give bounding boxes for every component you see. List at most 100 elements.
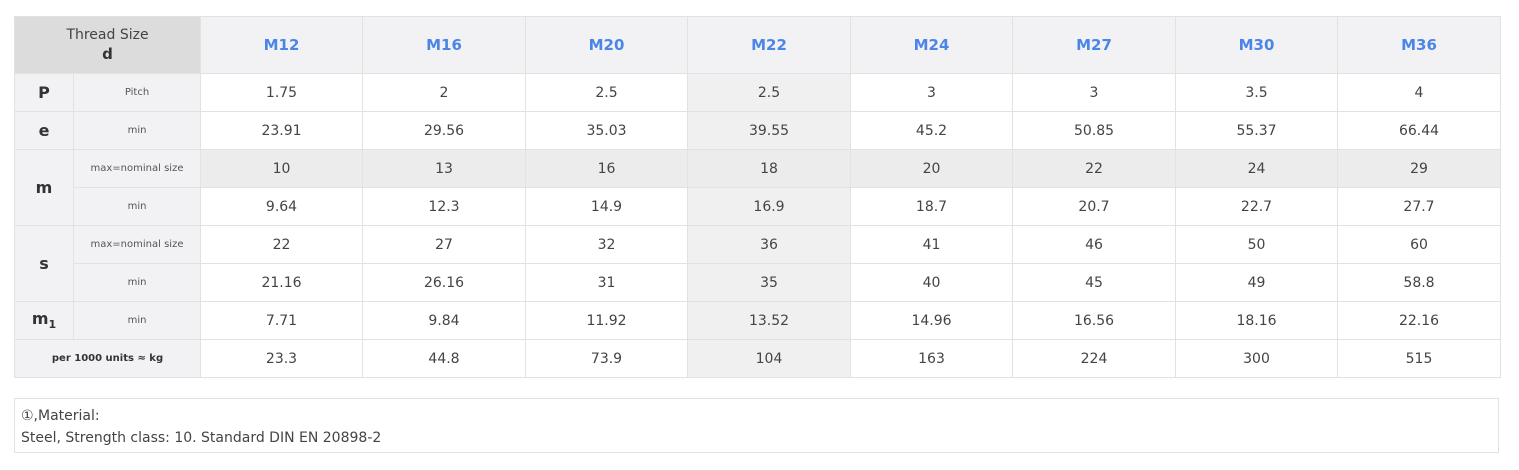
- table-cell: 9.84: [362, 301, 527, 340]
- table-cell: 22.16: [1337, 301, 1502, 340]
- table-cell: 29: [1337, 149, 1502, 188]
- table-cell: 300: [1175, 339, 1339, 378]
- table-cell: 14.96: [850, 301, 1014, 340]
- table-cell: 9.64: [200, 187, 364, 226]
- size-header-m36: M36: [1337, 16, 1502, 74]
- table-cell: 55.37: [1175, 111, 1339, 150]
- table-cell: 45: [1012, 263, 1177, 302]
- table-cell: 27.7: [1337, 187, 1502, 226]
- table-cell: 2: [362, 73, 527, 112]
- table-cell: 22.7: [1175, 187, 1339, 226]
- row-symbol: s: [14, 225, 74, 302]
- material-note-title: ①,Material:: [21, 408, 100, 424]
- header-row: Thread Size d M12 M16 M20 M22 M24 M27 M3…: [13, 16, 1502, 74]
- table-cell: 3: [850, 73, 1014, 112]
- row-symbol-letter: m: [31, 309, 49, 329]
- table-cell: 104: [687, 339, 852, 378]
- table-cell: 3: [1012, 73, 1177, 112]
- table-cell: 23.91: [200, 111, 364, 150]
- table-cell: 26.16: [362, 263, 527, 302]
- table-cell: 16: [525, 149, 689, 188]
- table-cell: 50: [1175, 225, 1339, 264]
- table-cell: 18.7: [850, 187, 1014, 226]
- table-cell: 2.5: [687, 73, 852, 112]
- material-note: ①,Material: Steel, Strength class: 10. S…: [14, 398, 1499, 453]
- table-row-weight: per 1000 units ≈ kg 23.3 44.8 73.9 104 1…: [13, 339, 1502, 378]
- table-cell: 23.3: [200, 339, 364, 378]
- row-condition: min: [72, 301, 202, 340]
- table-cell: 4: [1337, 73, 1502, 112]
- size-header-m16: M16: [362, 16, 527, 74]
- row-symbol-m1: m1: [14, 301, 74, 340]
- table-cell: 11.92: [525, 301, 689, 340]
- table-cell: 66.44: [1337, 111, 1502, 150]
- table-cell: 10: [200, 149, 364, 188]
- table-cell: 35.03: [525, 111, 689, 150]
- table-cell: 13: [362, 149, 527, 188]
- row-condition: max=nominal size: [72, 225, 202, 264]
- table-cell: 39.55: [687, 111, 852, 150]
- table-cell: 22: [200, 225, 364, 264]
- size-header-m20: M20: [525, 16, 689, 74]
- table-cell: 29.56: [362, 111, 527, 150]
- table-cell: 16.9: [687, 187, 852, 226]
- table-cell: 163: [850, 339, 1014, 378]
- table-cell: 21.16: [200, 263, 364, 302]
- table-cell: 27: [362, 225, 527, 264]
- table-row-m1: m1 min 7.71 9.84 11.92 13.52 14.96 16.56…: [14, 301, 1502, 340]
- thread-size-label: Thread Size: [66, 27, 149, 43]
- row-condition: min: [72, 187, 202, 226]
- table-cell: 7.71: [200, 301, 364, 340]
- table-cell: 24: [1175, 149, 1339, 188]
- table-cell: 20.7: [1012, 187, 1177, 226]
- table-cell: 60: [1337, 225, 1502, 264]
- table-cell: 36: [687, 225, 852, 264]
- size-header-m27: M27: [1012, 16, 1177, 74]
- table-cell: 16.56: [1012, 301, 1177, 340]
- table-row-m-max: m max=nominal size 10 13 16 18 20 22 24 …: [14, 149, 1502, 226]
- table-cell: 224: [1012, 339, 1177, 378]
- table-cell: 58.8: [1337, 263, 1502, 302]
- table-cell: 49: [1175, 263, 1339, 302]
- row-symbol: e: [14, 111, 74, 150]
- material-note-text: Steel, Strength class: 10. Standard DIN …: [21, 430, 382, 446]
- table-cell: 41: [850, 225, 1014, 264]
- row-condition: min: [72, 111, 202, 150]
- row-condition: max=nominal size: [72, 149, 202, 188]
- table-row-m-min: min 9.64 12.3 14.9 16.9 18.7 20.7 22.7 2…: [15, 187, 1502, 226]
- weight-label: per 1000 units ≈ kg: [13, 339, 202, 378]
- table-cell: 1.75: [200, 73, 364, 112]
- table-cell: 22: [1012, 149, 1177, 188]
- table-cell: 31: [525, 263, 689, 302]
- size-header-m22: M22: [687, 16, 852, 74]
- table-row-s-min: min 21.16 26.16 31 35 40 45 49 58.8: [15, 263, 1502, 302]
- row-symbol: P: [14, 73, 74, 112]
- table-cell: 20: [850, 149, 1014, 188]
- table-cell: 40: [850, 263, 1014, 302]
- table-cell: 35: [687, 263, 852, 302]
- row-symbol: m: [14, 149, 74, 226]
- size-header-m24: M24: [850, 16, 1014, 74]
- table-cell: 45.2: [850, 111, 1014, 150]
- table-cell: 14.9: [525, 187, 689, 226]
- table-cell: 44.8: [362, 339, 527, 378]
- table-cell: 13.52: [687, 301, 852, 340]
- table-cell: 2.5: [525, 73, 689, 112]
- thread-size-symbol: d: [102, 45, 113, 63]
- table-row-pitch: P Pitch 1.75 2 2.5 2.5 3 3 3.5 4: [14, 73, 1502, 112]
- table-cell: 50.85: [1012, 111, 1177, 150]
- row-condition: min: [72, 263, 202, 302]
- table-cell: 18: [687, 149, 852, 188]
- table-cell: 515: [1337, 339, 1502, 378]
- table-cell: 32: [525, 225, 689, 264]
- table-cell: 12.3: [362, 187, 527, 226]
- table-cell: 73.9: [525, 339, 689, 378]
- table-cell: 46: [1012, 225, 1177, 264]
- table-cell: 18.16: [1175, 301, 1339, 340]
- thread-size-header: Thread Size d: [13, 16, 202, 74]
- thread-spec-table: Thread Size d M12 M16 M20 M22 M24 M27 M3…: [13, 16, 1502, 378]
- table-cell: 3.5: [1175, 73, 1339, 112]
- size-header-m12: M12: [200, 16, 364, 74]
- row-symbol-subscript: 1: [48, 318, 57, 332]
- table-row-s-max: s max=nominal size 22 27 32 36 41 46 50 …: [14, 225, 1502, 302]
